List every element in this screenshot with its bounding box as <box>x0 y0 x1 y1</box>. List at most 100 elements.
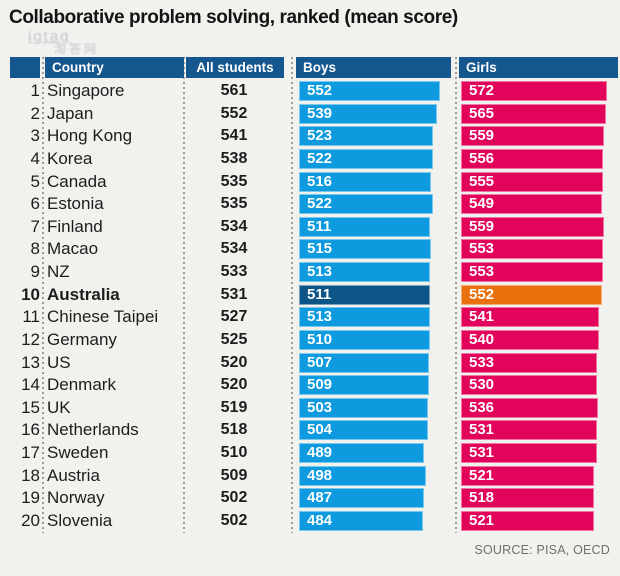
girls-bar: 549 <box>461 194 602 215</box>
header-country: Country <box>45 57 184 78</box>
all-students-cell: 552 <box>220 104 248 122</box>
chart-title: Collaborative problem solving, ranked (m… <box>9 7 458 28</box>
all-students-cell: 541 <box>220 127 248 145</box>
table-row: 8 Macao 534 515 553 <box>0 238 620 261</box>
girls-bar: 518 <box>461 488 594 509</box>
rank-cell: 6 <box>30 194 40 214</box>
girls-bar: 531 <box>461 443 597 464</box>
watermark: igtag 淘答网 <box>28 28 99 56</box>
header-boys: Boys <box>296 57 451 78</box>
girls-bar: 556 <box>461 148 603 169</box>
country-cell: Chinese Taipei <box>47 307 159 327</box>
table-row: 4 Korea 538 522 556 <box>0 148 620 171</box>
country-cell: Japan <box>47 103 94 123</box>
girls-bar: 541 <box>461 307 599 328</box>
boys-bar: 489 <box>299 443 424 464</box>
country-cell: Norway <box>47 488 105 508</box>
table-row: 3 Hong Kong 541 523 559 <box>0 125 620 148</box>
girls-bar: 572 <box>461 81 607 101</box>
table-row: 7 Finland 534 511 559 <box>0 216 620 239</box>
rank-cell: 2 <box>30 103 40 123</box>
rank-cell: 4 <box>30 148 40 168</box>
table-row: 9 NZ 533 513 553 <box>0 261 620 284</box>
all-students-cell: 519 <box>220 398 248 416</box>
country-cell: UK <box>47 397 71 417</box>
all-students-cell: 535 <box>220 195 248 213</box>
rank-cell: 17 <box>21 443 40 463</box>
country-cell: Austria <box>47 465 100 485</box>
boys-bar: 513 <box>299 262 430 283</box>
table-row: 16 Netherlands 518 504 531 <box>0 419 620 442</box>
girls-bar: 559 <box>461 216 604 237</box>
source-note: SOURCE: PISA, OECD <box>474 543 610 557</box>
girls-bar: 552 <box>461 284 602 305</box>
rank-cell: 12 <box>21 329 40 349</box>
table-row: 20 Slovenia 502 484 521 <box>0 510 620 533</box>
country-cell: Netherlands <box>47 420 139 440</box>
rank-cell: 13 <box>21 352 40 372</box>
all-students-cell: 520 <box>220 353 248 371</box>
girls-bar: 565 <box>461 103 606 124</box>
column-separator-rank <box>42 57 44 533</box>
rank-cell: 20 <box>21 510 40 530</box>
girls-bar: 530 <box>461 375 597 396</box>
rank-cell: 5 <box>30 171 40 191</box>
girls-bar: 533 <box>461 352 597 373</box>
boys-bar: 552 <box>299 81 440 101</box>
country-cell: Canada <box>47 171 107 191</box>
country-cell: US <box>47 352 71 372</box>
boys-bar: 522 <box>299 148 433 169</box>
boys-bar: 487 <box>299 488 424 509</box>
girls-bar: 536 <box>461 397 598 418</box>
country-cell: Hong Kong <box>47 126 133 146</box>
rank-cell: 8 <box>30 239 40 259</box>
boys-bar: 539 <box>299 103 437 124</box>
table-rows: 1 Singapore 561 552 572 2 Japan 552 539 565 3 Hong … <box>0 80 620 533</box>
table-row: 1 Singapore 561 552 572 <box>0 80 620 103</box>
rank-cell: 16 <box>21 420 40 440</box>
country-cell: Macao <box>47 239 99 259</box>
country-cell: Sweden <box>47 443 109 463</box>
rank-cell: 9 <box>30 262 40 282</box>
rank-cell: 15 <box>21 397 40 417</box>
watermark-line1: igtag <box>28 28 71 45</box>
girls-bar: 521 <box>461 510 594 531</box>
rank-cell: 18 <box>21 465 40 485</box>
girls-bar: 553 <box>461 262 603 283</box>
boys-bar: 511 <box>299 216 430 237</box>
rank-cell: 14 <box>21 375 40 395</box>
girls-bar: 521 <box>461 465 594 486</box>
all-students-cell: 509 <box>220 466 248 484</box>
boys-bar: 522 <box>299 194 433 215</box>
boys-bar: 513 <box>299 307 430 328</box>
table-row: 19 Norway 502 487 518 <box>0 487 620 510</box>
country-cell: NZ <box>47 262 70 282</box>
rank-cell: 1 <box>30 81 40 100</box>
country-cell: Korea <box>47 148 93 168</box>
boys-bar: 515 <box>299 239 431 260</box>
rank-cell: 11 <box>22 307 40 327</box>
all-students-cell: 531 <box>220 285 248 303</box>
table-row: 5 Canada 535 516 555 <box>0 171 620 194</box>
girls-bar: 531 <box>461 420 597 441</box>
table-row: 14 Denmark 520 509 530 <box>0 374 620 397</box>
country-cell: Slovenia <box>47 510 113 530</box>
all-students-cell: 534 <box>220 240 248 258</box>
girls-bar: 559 <box>461 126 604 147</box>
all-students-cell: 533 <box>220 263 248 281</box>
table-row: 6 Estonia 535 522 549 <box>0 193 620 216</box>
all-students-cell: 561 <box>220 82 248 99</box>
country-cell: Finland <box>47 216 103 236</box>
header-all-students: All students <box>186 57 284 78</box>
country-cell: Singapore <box>47 81 125 100</box>
table-row: 10 Australia 531 511 552 <box>0 284 620 307</box>
country-cell: Denmark <box>47 375 116 395</box>
rank-cell: 10 <box>21 284 40 304</box>
header-rank <box>10 57 40 78</box>
all-students-cell: 525 <box>220 330 248 348</box>
rank-cell: 19 <box>21 488 40 508</box>
boys-bar: 507 <box>299 352 429 373</box>
boys-bar: 523 <box>299 126 433 147</box>
table-row: 12 Germany 525 510 540 <box>0 329 620 352</box>
